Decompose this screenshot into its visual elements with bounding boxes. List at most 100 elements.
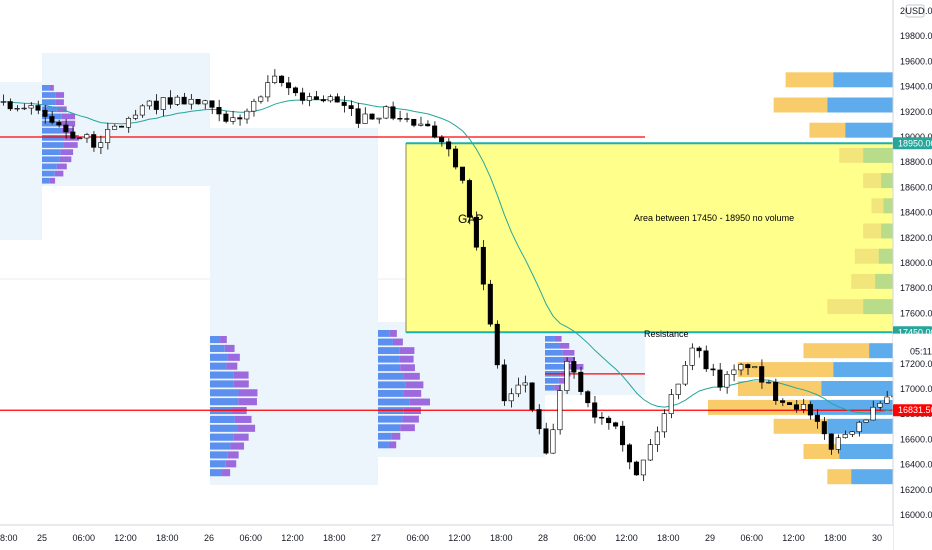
session-profile-bar <box>55 99 64 105</box>
candle-body <box>626 444 633 463</box>
session-profile-bar <box>55 92 65 98</box>
candle-body <box>689 347 695 366</box>
session-profile-bar <box>42 135 65 141</box>
time-tick-label: 12:00 <box>448 533 471 543</box>
candle-body <box>112 125 118 130</box>
candle-body <box>216 107 222 115</box>
vrvp-buy-bar <box>871 198 884 214</box>
session-profile-bar <box>378 424 401 432</box>
time-tick-label: 18:00 <box>156 533 179 543</box>
candle-body <box>613 422 619 427</box>
candle-body <box>480 246 486 285</box>
session-profile-bar <box>49 177 56 184</box>
session-profile-bar <box>210 353 228 361</box>
candle-body <box>355 108 361 124</box>
session-profile-bar <box>210 415 235 423</box>
price-tick-label: 19400.00 <box>900 82 932 92</box>
candle-body <box>731 369 737 375</box>
candle-body <box>167 97 173 105</box>
candle-body <box>578 371 584 392</box>
candle-body <box>647 444 653 461</box>
candle-body <box>752 366 758 369</box>
session-profile-bar <box>210 380 234 388</box>
session-profile-bar <box>392 338 403 346</box>
candle-body <box>91 134 97 148</box>
session-profile-bar <box>42 177 50 184</box>
price-tick-label: 18400.00 <box>900 208 932 218</box>
candle-body <box>633 461 639 476</box>
candle-body <box>320 99 326 102</box>
time-tick-label: 18:00 <box>657 533 680 543</box>
candle-body <box>703 350 709 370</box>
candle-body <box>800 404 806 410</box>
session-profile-bar <box>238 389 258 397</box>
time-tick-label: 25 <box>37 533 47 543</box>
session-profile-bar <box>378 330 390 337</box>
session-profile-bar <box>402 415 419 423</box>
session-profile-bar <box>378 364 401 372</box>
candle-body <box>452 148 459 168</box>
candle-body <box>265 82 271 98</box>
time-tick-label: 18:00 <box>490 533 513 543</box>
vrvp-buy-bar <box>854 248 879 264</box>
candle-body <box>313 96 319 100</box>
vrvp-sell-bar <box>839 444 893 459</box>
candle-body <box>828 433 834 450</box>
session-profile-bar <box>378 355 400 363</box>
session-profile-bar <box>42 106 57 113</box>
candle-body <box>341 101 347 106</box>
candle-body <box>494 323 500 366</box>
session-profile-bar <box>378 441 389 449</box>
candle-body <box>383 106 389 119</box>
candle-body <box>285 82 292 89</box>
candle-body <box>21 107 27 110</box>
candle-body <box>105 129 111 143</box>
candle-body <box>487 283 493 325</box>
candle-body <box>153 100 159 110</box>
candle-body <box>28 105 34 109</box>
price-tag <box>893 137 932 150</box>
session-profile-bar <box>378 338 393 346</box>
price-tick-label: 18000.00 <box>900 258 932 268</box>
session-profile-bar <box>54 170 64 177</box>
candle-body <box>786 402 793 405</box>
session-profile-bar <box>42 99 56 105</box>
price-tick-label: 19600.00 <box>900 56 932 66</box>
session-profile-bar <box>49 85 54 91</box>
session-profile-bar <box>399 355 414 363</box>
session-profile-bar <box>59 156 72 163</box>
session-profile-bar <box>61 113 76 120</box>
vrvp-sell-bar <box>833 72 893 88</box>
candle-body <box>564 361 570 391</box>
candle-body <box>759 366 765 383</box>
candle-body <box>592 402 598 418</box>
candle-body <box>272 75 278 83</box>
vrvp-buy-bar <box>839 147 864 163</box>
candle-body <box>675 383 681 395</box>
candle-body <box>821 421 827 435</box>
candle-body <box>738 364 744 371</box>
countdown-tag <box>893 345 932 358</box>
price-tick-label: 18200.00 <box>900 233 932 243</box>
session-profile-bar <box>61 120 76 127</box>
candle-body <box>863 419 869 423</box>
vrvp-buy-bar <box>827 299 864 315</box>
candle-body <box>7 101 13 110</box>
candle-body <box>780 400 786 403</box>
session-profiles <box>0 53 645 485</box>
currency-label: USD <box>905 6 925 16</box>
session-profile-bar <box>42 85 50 91</box>
candle-body <box>35 105 41 111</box>
session-profile-bar <box>42 170 55 177</box>
candle-body <box>376 117 382 120</box>
countdown-label: 05:11 <box>910 347 932 357</box>
resistance-label: Resistance <box>644 329 689 339</box>
session-profile-bar <box>42 149 61 155</box>
candle-body <box>118 125 125 128</box>
session-profile-bar <box>42 163 57 170</box>
currency-badge[interactable]: USD <box>905 4 925 18</box>
candle-body <box>661 413 667 433</box>
session-profile-bar <box>210 389 239 397</box>
session-profile-bar <box>378 398 410 406</box>
